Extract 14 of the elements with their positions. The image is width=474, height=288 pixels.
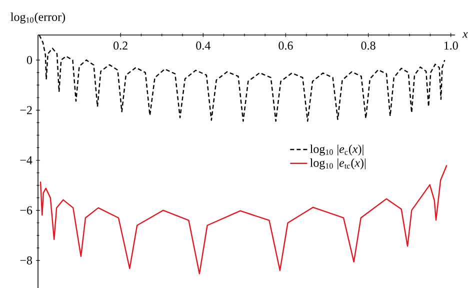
x-tick-label: 0.4	[196, 41, 210, 50]
y-tick-label: −8	[20, 256, 32, 264]
legend-label: log$_{10}$ |e$_{c}$(x)|	[310, 144, 364, 156]
x-tick-label: 0.2	[114, 41, 128, 50]
y-tick-label: −6	[20, 206, 32, 214]
y-tick-label: −4	[20, 156, 32, 164]
y-tick-label: −2	[20, 106, 32, 114]
y-axis-title: log$_{10}$(error)	[10, 12, 66, 24]
x-tick-label: 1.0	[444, 41, 458, 50]
legend-label: log$_{10}$ |e$_{tc}$(x)|	[310, 158, 366, 170]
x-tick-label: 0.6	[278, 41, 293, 50]
x-tick-label: 0.8	[361, 41, 376, 50]
y-tick-label: 0	[26, 56, 32, 64]
x-axis-title: x	[462, 32, 468, 38]
